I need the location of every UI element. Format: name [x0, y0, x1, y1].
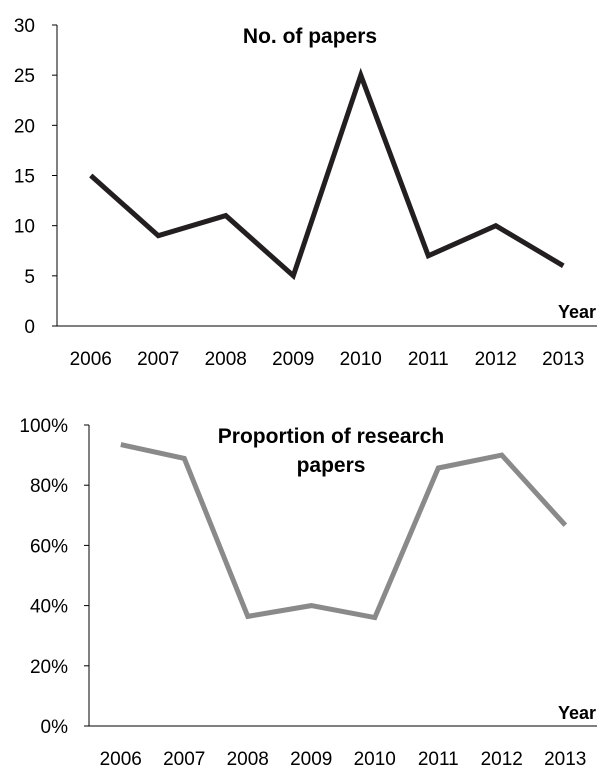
chart2-y-tick-label: 80%: [30, 476, 68, 497]
chart2-title-line-1: Proportion of research: [218, 425, 444, 448]
chart2-x-tick-label: 2011: [418, 749, 459, 769]
chart1-series-line: [89, 67, 565, 281]
chart1-y-tick-label: 10: [14, 217, 35, 238]
chart1-x-tick-label: 2011: [408, 349, 449, 370]
chart2-x-ticks: 2006 2007 2008 2009 2010 2011 2012 2013: [100, 749, 587, 769]
chart1-y-tick-label: 20: [14, 116, 35, 137]
chart1-y-tick-label: 15: [14, 167, 35, 188]
chart2-x-tick-label: 2007: [163, 749, 205, 769]
chart1-x-axis-label: Year: [558, 302, 596, 322]
chart1-x-tick-label: 2013: [542, 349, 584, 370]
chart2-y-ticks: 0% 20% 40% 60% 80% 100%: [19, 416, 89, 738]
chart2-y-tick-label: 20%: [30, 657, 68, 678]
chart2-x-axis-label: Year: [558, 703, 596, 723]
chart2-x-tick-label: 2008: [227, 749, 269, 769]
chart2-x-tick-label: 2012: [481, 749, 523, 769]
chart1-x-tick-label: 2006: [70, 349, 112, 370]
chart1-x-tick-label: 2007: [137, 349, 179, 370]
chart2-y-tick-label: 0%: [41, 717, 69, 738]
chart1-x-tick-label: 2008: [205, 349, 247, 370]
chart1-y-tick-label: 0: [24, 317, 35, 338]
chart2-x-tick-label: 2009: [290, 749, 332, 769]
chart1-y-tick-label: 25: [14, 66, 35, 87]
chart1-x-tick-label: 2010: [340, 349, 382, 370]
chart1-y-tick-label: 5: [24, 267, 35, 288]
chart2-series-line: [120, 442, 568, 621]
chart-proportion: 0%20%40%60%80%100% 2006 2007 2008 2009 2010 2…: [19, 416, 597, 769]
chart2-y-tick-label: 60%: [30, 536, 68, 557]
chart1-x-tick-label: 2009: [272, 349, 314, 370]
chart2-y-tick-label: 100%: [19, 416, 68, 437]
chart2-x-tick-label: 2013: [544, 749, 586, 769]
chart1-title: No. of papers: [243, 25, 377, 48]
chart2-y-tick-label: 40%: [30, 597, 68, 618]
chart-papers: 0 5 10 15 20 25 30 2006 2007 2008 2009 2010 2011 201…: [14, 16, 597, 370]
chart2-title-line-2: papers: [297, 454, 366, 477]
chart1-x-tick-label: 2012: [475, 349, 517, 370]
chart1-x-ticks: 2006 2007 2008 2009 2010 2011 2012 2013: [70, 349, 585, 370]
chart2-x-tick-label: 2010: [354, 749, 396, 769]
chart2-x-tick-label: 2006: [100, 749, 142, 769]
chart1-y-tick-label: 30: [14, 16, 35, 37]
chart1-y-ticks: 0 5 10 15 20 25 30: [14, 16, 57, 338]
